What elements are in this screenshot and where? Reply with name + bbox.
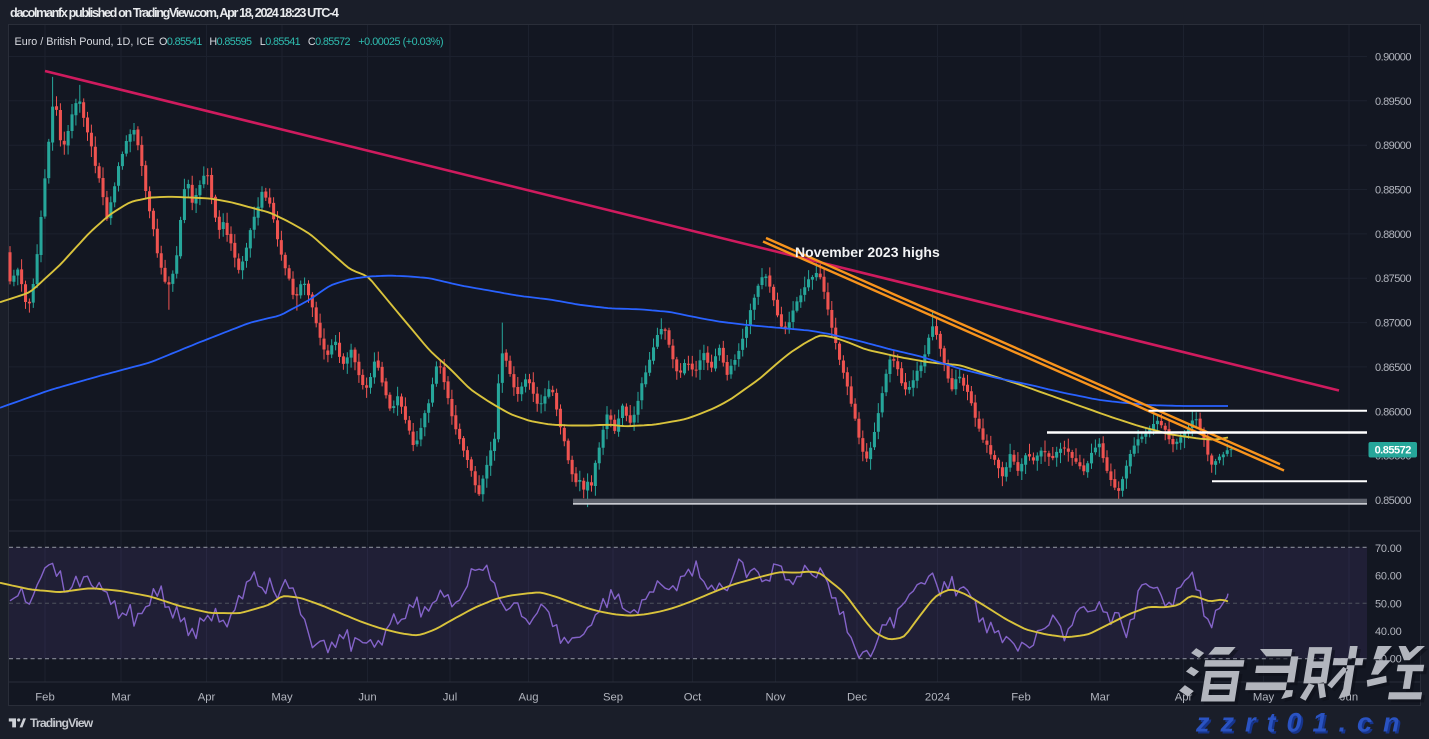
svg-text:Apr: Apr bbox=[1175, 692, 1193, 704]
svg-text:0.89500: 0.89500 bbox=[1375, 96, 1411, 108]
svg-text:Oct: Oct bbox=[684, 692, 702, 704]
svg-text:L0.85541: L0.85541 bbox=[260, 36, 301, 48]
svg-text:0.86500: 0.86500 bbox=[1375, 362, 1411, 374]
svg-text:Dec: Dec bbox=[847, 692, 867, 704]
svg-text:C0.85572: C0.85572 bbox=[308, 36, 351, 48]
svg-text:Feb: Feb bbox=[35, 692, 54, 704]
svg-text:November 2023 highs: November 2023 highs bbox=[795, 244, 940, 260]
svg-text:Jun: Jun bbox=[1340, 692, 1358, 704]
svg-text:40.00: 40.00 bbox=[1375, 626, 1402, 638]
svg-text:Apr: Apr bbox=[198, 692, 216, 704]
svg-text:Euro / British Pound, 1D, ICE: Euro / British Pound, 1D, ICE bbox=[15, 36, 155, 48]
svg-text:Mar: Mar bbox=[1090, 692, 1110, 704]
svg-text:0.87500: 0.87500 bbox=[1375, 273, 1411, 285]
svg-text:zzrt01.cn: zzrt01.cn bbox=[1195, 708, 1411, 738]
svg-text:Aug: Aug bbox=[518, 692, 538, 704]
svg-text:May: May bbox=[271, 692, 293, 704]
svg-text:60.00: 60.00 bbox=[1375, 571, 1402, 583]
svg-text:TradingView: TradingView bbox=[30, 716, 94, 730]
svg-text:dacolmanfx published on Tradin: dacolmanfx published on TradingView.com,… bbox=[10, 6, 339, 20]
svg-text:Sep: Sep bbox=[603, 692, 623, 704]
svg-text:zzrt01.cn: zzrt01.cn bbox=[1197, 710, 1413, 739]
svg-text:50.00: 50.00 bbox=[1375, 598, 1402, 610]
svg-text:H0.85595: H0.85595 bbox=[209, 36, 252, 48]
svg-text:0.89000: 0.89000 bbox=[1375, 140, 1411, 152]
svg-text:May: May bbox=[1253, 692, 1275, 704]
svg-text:0.85000: 0.85000 bbox=[1375, 495, 1411, 507]
svg-text:0.85572: 0.85572 bbox=[1375, 445, 1412, 457]
svg-text:0.90000: 0.90000 bbox=[1375, 52, 1411, 64]
svg-text:Jun: Jun bbox=[358, 692, 376, 704]
svg-text:Feb: Feb bbox=[1011, 692, 1030, 704]
svg-text:O0.85541: O0.85541 bbox=[159, 36, 202, 48]
svg-text:Nov: Nov bbox=[765, 692, 785, 704]
svg-text:+0.00025 (+0.03%): +0.00025 (+0.03%) bbox=[358, 36, 443, 48]
svg-text:2024: 2024 bbox=[925, 692, 950, 704]
svg-text:30.00: 30.00 bbox=[1375, 654, 1402, 666]
svg-text:Jul: Jul bbox=[443, 692, 457, 704]
svg-text:Mar: Mar bbox=[111, 692, 131, 704]
svg-text:0.88000: 0.88000 bbox=[1375, 229, 1411, 241]
svg-text:0.86000: 0.86000 bbox=[1375, 406, 1411, 418]
svg-text:0.88500: 0.88500 bbox=[1375, 185, 1411, 197]
svg-text:0.87000: 0.87000 bbox=[1375, 318, 1411, 330]
svg-text:70.00: 70.00 bbox=[1375, 543, 1402, 555]
